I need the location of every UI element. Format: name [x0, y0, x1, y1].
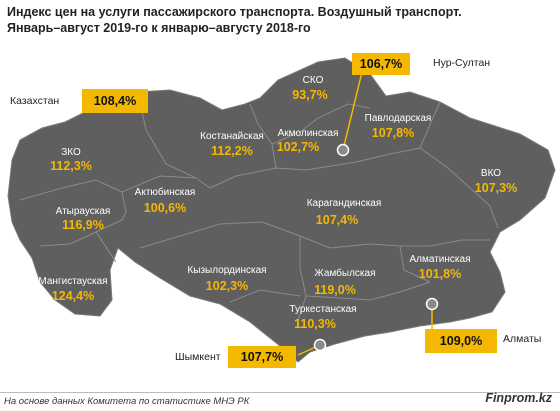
footer-divider	[0, 392, 560, 393]
chart-title: Индекс цен на услуги пассажирского транс…	[7, 4, 507, 36]
region-value-aktobe: 100,6%	[143, 201, 187, 215]
shymkent-value-badge: 107,7%	[228, 346, 296, 368]
region-value-pavlodar: 107,8%	[371, 126, 415, 140]
almaty-value-badge: 109,0%	[425, 329, 497, 353]
region-borders	[19, 91, 499, 321]
almaty-marker	[425, 297, 439, 330]
region-value-almaty-region: 101,8%	[418, 267, 462, 281]
region-value-karaganda: 107,4%	[315, 213, 359, 227]
region-value-zhambyl: 119,0%	[314, 283, 356, 297]
nur-sultan-marker	[336, 71, 363, 157]
brand-logo: Finprom.kz	[485, 391, 552, 405]
region-name-zko: ЗКО	[61, 147, 81, 158]
region-value-zko: 112,3%	[50, 159, 92, 173]
region-name-zhambyl: Жамбылская	[314, 268, 376, 279]
region-name-turkestan: Туркестанская	[289, 304, 357, 315]
region-name-atyrau: Атырауская	[55, 206, 111, 217]
region-name-kostanay: Костанайская	[200, 131, 264, 142]
country-label: Казахстан	[10, 95, 60, 107]
region-name-akmola: Акмолинская	[277, 128, 339, 139]
region-name-karaganda: Карагандинская	[306, 198, 382, 209]
nur-sultan-value-badge: 106,7%	[352, 53, 410, 75]
region-value-sko: 93,7%	[292, 88, 328, 102]
region-value-mangystau: 124,4%	[51, 289, 95, 303]
source-note: На основе данных Комитета по статистике …	[4, 396, 250, 407]
title-line-1: Индекс цен на услуги пассажирского транс…	[7, 5, 462, 19]
region-name-pavlodar: Павлодарская	[364, 113, 432, 124]
region-name-vko: ВКО	[480, 168, 502, 179]
region-name-aktobe: Актюбинская	[134, 187, 196, 198]
region-name-almaty-region: Алматинская	[409, 254, 471, 265]
shymkent-marker	[297, 338, 327, 356]
title-line-2: Январь–август 2019-го к январю–августу 2…	[7, 21, 311, 35]
nur-sultan-label: Нур-Султан	[433, 57, 491, 69]
region-value-kyzylorda: 102,3%	[205, 279, 249, 293]
country-value-badge: 108,4%	[82, 89, 148, 113]
almaty-label: Алматы	[503, 333, 542, 345]
shymkent-label: Шымкент	[175, 351, 221, 363]
region-value-turkestan: 110,3%	[294, 317, 336, 331]
region-name-kyzylorda: Кызылординская	[187, 265, 267, 276]
region-value-kostanay: 112,2%	[211, 144, 253, 158]
region-value-vko: 107,3%	[474, 181, 518, 195]
region-value-akmola: 102,7%	[276, 140, 320, 154]
region-value-atyrau: 116,9%	[62, 218, 104, 232]
region-name-sko: СКО	[302, 75, 324, 86]
region-name-mangystau: Мангистауская	[38, 276, 108, 287]
